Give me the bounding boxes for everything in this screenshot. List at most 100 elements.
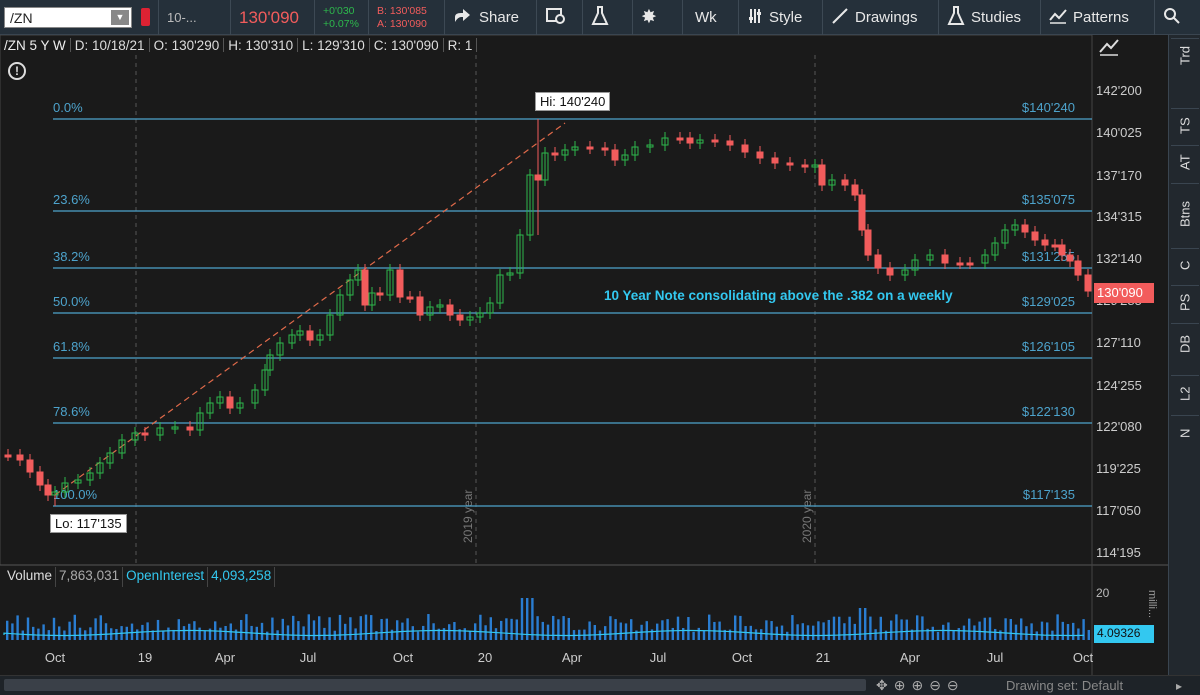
candle-body xyxy=(226,396,234,409)
volume-bar xyxy=(385,618,388,640)
volume-bar xyxy=(151,630,154,640)
zoom-controls[interactable]: ✥⊕⊕⊖⊖ xyxy=(876,677,965,693)
volume-bar xyxy=(73,614,76,640)
volume-bar xyxy=(962,625,966,640)
right-tab-at[interactable]: AT xyxy=(1171,145,1199,179)
fib-price-label: $117'135 xyxy=(1023,487,1075,502)
volume-bar xyxy=(364,614,368,640)
open-interest-label[interactable]: OpenInterest xyxy=(123,567,209,587)
candle-body xyxy=(941,254,949,264)
volume-bar xyxy=(780,625,784,640)
volume-bar xyxy=(240,619,243,640)
studies-menu[interactable]: Studies xyxy=(938,0,1036,35)
fib-percent-label: 50.0% xyxy=(53,294,90,309)
volume-bar xyxy=(531,598,534,640)
search-button[interactable] xyxy=(1154,0,1200,35)
right-tab-n[interactable]: N xyxy=(1171,415,1199,451)
candle-body xyxy=(306,330,314,341)
aggregation-label: Wk xyxy=(695,9,717,26)
right-tab-db[interactable]: DB xyxy=(1171,323,1199,363)
volume-bar xyxy=(968,618,971,640)
candle-body xyxy=(196,412,204,431)
candle-body xyxy=(336,294,344,316)
volume-bar xyxy=(895,614,898,640)
share-button[interactable]: Share xyxy=(444,0,532,35)
volume-bar xyxy=(598,630,602,640)
chart-annotation[interactable]: 10 Year Note consolidating above the .38… xyxy=(604,288,953,303)
fib-price-label: $126'105 xyxy=(1022,339,1075,354)
volume-bar xyxy=(832,616,836,640)
volume-bar xyxy=(1004,618,1007,640)
patterns-menu[interactable]: Patterns xyxy=(1040,0,1152,35)
alert-icon[interactable]: ! xyxy=(8,62,26,80)
volume-bar xyxy=(536,616,539,640)
volume-bar xyxy=(328,617,331,640)
candle-body xyxy=(261,369,269,391)
drawings-menu[interactable]: Drawings xyxy=(822,0,936,35)
right-tab-ps[interactable]: PS xyxy=(1171,285,1199,319)
candle-body xyxy=(516,234,524,274)
right-tab-l2[interactable]: L2 xyxy=(1171,375,1199,411)
volume-bar xyxy=(463,628,466,640)
chart-info-bar: /ZN 5 Y W D: 10/18/21 O: 130'290 H: 130'… xyxy=(0,35,1168,55)
right-tab-c[interactable]: C xyxy=(1171,248,1199,282)
volume-bar xyxy=(791,615,794,640)
volume-bar xyxy=(708,614,711,640)
volume-bar xyxy=(702,630,706,640)
volume-bar xyxy=(994,628,997,640)
volume-bar xyxy=(416,631,420,640)
open-interest-tag: 4.09326 xyxy=(1094,625,1154,643)
volume-bar xyxy=(983,617,986,640)
volume-bar xyxy=(1087,629,1090,640)
volume-bar xyxy=(942,624,945,640)
volume-bar xyxy=(910,629,914,640)
volume-bar xyxy=(676,616,680,640)
chart-settings-icon[interactable] xyxy=(1098,38,1120,56)
volume-bar xyxy=(479,614,482,640)
right-tab-ts[interactable]: TS xyxy=(1171,108,1199,142)
volume-bar xyxy=(370,615,373,640)
settings-button[interactable]: ✸ xyxy=(632,0,676,35)
pencil-line-icon xyxy=(831,7,849,29)
volume-bar xyxy=(630,619,633,640)
symbol-selector[interactable]: /ZN ▼ xyxy=(4,7,132,28)
candle-body xyxy=(756,151,764,159)
candle-body xyxy=(436,304,444,308)
candle-body xyxy=(551,152,559,156)
volume-bar xyxy=(276,630,279,640)
thinkscript-button[interactable] xyxy=(582,0,626,35)
candle-body xyxy=(118,439,126,454)
volume-bar xyxy=(671,627,674,640)
time-axis-label: 19 xyxy=(138,650,152,665)
volume-bar xyxy=(349,617,352,640)
volume-bar xyxy=(172,629,175,640)
candle-body xyxy=(851,184,859,196)
price-axis-label: 127'110 xyxy=(1096,335,1141,350)
candle-body xyxy=(416,296,424,316)
candle-body xyxy=(156,427,164,436)
bar-open: O: 130'290 xyxy=(153,37,220,53)
volume-label[interactable]: Volume xyxy=(4,567,57,587)
style-menu[interactable]: Style xyxy=(738,0,820,35)
volume-bar xyxy=(318,616,321,640)
collapse-icon[interactable]: ▸ xyxy=(1176,679,1183,693)
volume-bar xyxy=(1009,618,1012,640)
candle-body xyxy=(276,342,284,356)
volume-bar xyxy=(562,616,565,640)
volume-bar xyxy=(78,627,82,640)
aggregation-selector[interactable]: Wk xyxy=(682,0,736,35)
right-tab-btns[interactable]: Btns xyxy=(1171,183,1199,243)
candle-body xyxy=(251,389,259,404)
volume-bar xyxy=(760,629,763,640)
flexible-grid-button[interactable] xyxy=(536,0,576,35)
chevron-down-icon[interactable]: ▼ xyxy=(111,10,129,25)
volume-bar xyxy=(931,626,934,640)
horizontal-scrollbar[interactable] xyxy=(4,679,866,691)
beaker-icon xyxy=(947,5,965,30)
candle-body xyxy=(61,482,69,493)
studies-label: Studies xyxy=(971,9,1022,26)
candle-body xyxy=(858,194,866,231)
right-tab-trd[interactable]: Trd xyxy=(1171,38,1199,72)
drawing-set-label[interactable]: Drawing set: Default xyxy=(1006,678,1124,693)
flag-icon[interactable] xyxy=(141,8,150,26)
